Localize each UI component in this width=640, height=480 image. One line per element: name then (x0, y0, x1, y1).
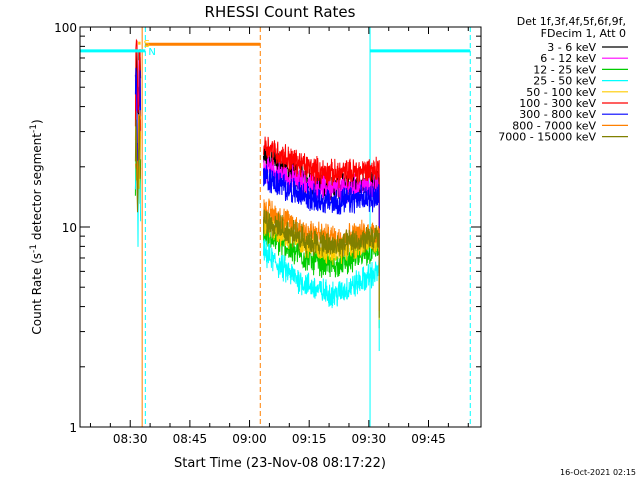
legend-entry-5: 100 - 300 keV (519, 97, 596, 110)
flag-label-0: S (144, 39, 150, 50)
series-0 (134, 50, 380, 261)
legend-entry-1: 6 - 12 keV (540, 52, 596, 65)
legend-entry-7: 800 - 7000 keV (512, 119, 596, 132)
series-1 (134, 60, 380, 266)
series-5-trace (263, 136, 380, 249)
footer-timestamp: 16-Oct-2021 02:15 (560, 468, 636, 477)
legend-entry-3: 25 - 50 keV (533, 75, 596, 88)
x-axis-label: Start Time (23-Nov-08 08:17:22) (174, 456, 386, 471)
legend-entry-4: 50 - 100 keV (526, 86, 596, 99)
series-5 (134, 38, 380, 249)
series-8-trace (263, 209, 380, 318)
series-6-trace (263, 165, 380, 277)
x-tick-label-5: 09:45 (411, 432, 446, 446)
series-8-spike (134, 115, 142, 213)
x-tick-label-3: 09:15 (292, 432, 327, 446)
legend-entry-0: 3 - 6 keV (547, 41, 596, 54)
legend-entry-6: 300 - 800 keV (519, 108, 596, 121)
x-tick-label-4: 09:30 (352, 432, 387, 446)
x-tick-label-1: 08:45 (173, 432, 208, 446)
x-tick-label-0: 08:30 (113, 432, 148, 446)
series-8 (134, 115, 380, 318)
y-tick-label-2: 100 (54, 21, 77, 35)
legend-header-0: Det 1f,3f,4f,5f,6f,9f, (517, 15, 626, 28)
series-7 (134, 110, 380, 311)
series-3-trace (263, 238, 380, 351)
flag-label-1: N (148, 47, 155, 58)
y-axis-label: Count Rate (s-1 detector segment-1) (29, 119, 44, 334)
legend-header-1: FDecim 1, Att 0 (541, 27, 626, 40)
y-tick-label-0: 1 (69, 421, 77, 435)
legend-entry-8: 7000 - 15000 keV (498, 131, 596, 144)
chart-title: RHESSI Count Rates (205, 3, 356, 21)
y-tick-label-1: 10 (62, 221, 77, 235)
x-tick-label-2: 09:00 (232, 432, 267, 446)
legend: Det 1f,3f,4f,5f,6f,9f,FDecim 1, Att 03 -… (498, 15, 628, 144)
legend-entry-2: 12 - 25 keV (533, 63, 596, 76)
